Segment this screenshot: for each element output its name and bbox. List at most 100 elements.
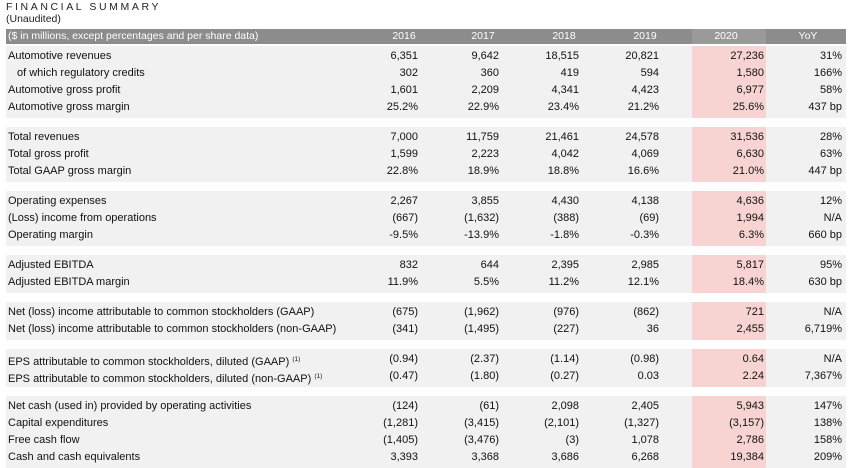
column-2020-highlight [692,255,766,293]
value-2019: 2,405 [631,400,659,412]
value-2018: 4,341 [551,84,579,96]
value-2016: (0.94) [389,353,418,365]
value-2017: -13.9% [464,229,499,241]
table-row: (Loss) income from operations (667) (1,632… [6,210,846,227]
value-2018: (2,101) [544,417,579,429]
group-spacer [6,293,846,302]
value-2018: 4,430 [551,195,579,207]
value-2018: (227) [553,323,579,335]
row-label-text: Total gross profit [8,148,89,160]
value-2019: 1,078 [631,434,659,446]
group-spacer [6,182,846,191]
value-2020: 5,817 [736,259,764,271]
value-2017: 18.9% [467,165,499,177]
value-2016: 7,000 [390,131,418,143]
value-2020: 6,977 [736,84,764,96]
value-2017: 2,209 [471,84,499,96]
value-2019: 36 [646,323,659,335]
row-label: Automotive gross profit [8,82,121,99]
value-2019: 2,985 [631,259,659,271]
value-2016: (667) [392,212,418,224]
column-2020-highlight [692,302,766,340]
table-row: Net cash (used in) provided by operating… [6,398,846,415]
value-2019: 20,821 [625,50,659,62]
value-2018: 18,515 [545,50,579,62]
row-label-text: Total revenues [8,131,80,143]
row-group: Automotive revenues 6,351 9,642 18,515 20,82… [6,46,846,118]
table-row: EPS attributable to common stockholders,… [6,368,846,385]
row-label: Adjusted EBITDA margin [8,274,130,291]
table-header-row: ($ in millions, except percentages and p… [6,29,846,44]
value-yoy: 95% [819,259,842,271]
value-2016: 22.8% [386,165,418,177]
value-2017: 5.5% [473,276,499,288]
table-row: Total GAAP gross margin 22.8% 18.9% 18.8% 16… [6,163,846,180]
value-2016: 1,599 [390,148,418,160]
value-2018: (1.14) [550,353,579,365]
value-2018: 18.8% [547,165,579,177]
value-yoy: 63% [819,148,842,160]
value-2020: 2,786 [736,434,764,446]
table-row: Adjusted EBITDA margin 11.9% 5.5% 11.2% 12.1… [6,274,846,291]
header-2016: 2016 [392,30,416,42]
value-2016: (124) [392,400,418,412]
value-2019: -0.3% [630,229,659,241]
row-label: EPS attributable to common stockholders,… [8,351,300,371]
table-row: EPS attributable to common stockholders,… [6,351,846,368]
value-2018: 2,098 [551,400,579,412]
value-2020: 721 [745,306,764,318]
value-2019: 4,069 [631,148,659,160]
value-2020: (3,157) [729,417,764,429]
row-label: of which regulatory credits [17,65,145,82]
value-2016: 25.2% [386,101,418,113]
row-label-text: of which regulatory credits [17,67,145,79]
value-2017: 9,642 [471,50,499,62]
row-label: Net cash (used in) provided by operating… [8,398,251,415]
value-2016: 302 [399,67,418,79]
value-2018: 3,686 [551,451,579,463]
row-label-text: EPS attributable to common stockholders,… [8,356,290,368]
table-row: Net (loss) income attributable to common… [6,304,846,321]
table-row: Automotive gross margin 25.2% 22.9% 23.4% 21… [6,99,846,116]
value-2020: 1,580 [736,67,764,79]
table-row: Capital expenditures (1,281) (3,415) (2,101… [6,415,846,432]
column-2020-highlight [692,127,766,182]
header-2019: 2019 [633,30,657,42]
value-yoy: 437 bp [808,101,842,113]
value-2019: 16.6% [627,165,659,177]
value-2016: 3,393 [390,451,418,463]
value-2020: 2,455 [736,323,764,335]
value-2017: (3,415) [464,417,499,429]
row-label-text: Automotive gross margin [8,101,130,113]
value-2016: 11.9% [387,276,418,288]
row-label: EPS attributable to common stockholders,… [8,368,322,388]
value-2020: 4,636 [736,195,764,207]
row-label-text: Net (loss) income attributable to common… [8,323,337,335]
value-yoy: 6,719% [804,323,842,335]
value-2018: 21,461 [545,131,579,143]
row-label-text: Free cash flow [8,434,80,446]
row-label-text: (Loss) income from operations [8,212,157,224]
value-2017: 22.9% [467,101,499,113]
page-title: FINANCIAL SUMMARY [6,1,162,13]
value-2018: 23.4% [547,101,579,113]
row-label: Total gross profit [8,146,89,163]
header-2017: 2017 [471,30,495,42]
row-label: Operating expenses [8,193,106,210]
value-2019: 12.1% [627,276,659,288]
value-2017: 644 [480,259,499,271]
value-2019: 4,138 [631,195,659,207]
value-2018: (976) [553,306,579,318]
row-label: Adjusted EBITDA [8,257,94,274]
value-2018: 11.2% [548,276,579,288]
page-subtitle: (Unaudited) [6,13,61,25]
value-2016: (0.47) [389,370,418,382]
value-2020: 1,994 [736,212,764,224]
value-2020: 31,536 [730,131,764,143]
value-yoy: 447 bp [808,165,842,177]
value-2018: 4,042 [551,148,579,160]
value-2016: (341) [392,323,418,335]
value-2019: 21.2% [627,101,659,113]
row-label-text: Adjusted EBITDA [8,259,94,271]
row-label-text: Automotive revenues [8,50,112,62]
